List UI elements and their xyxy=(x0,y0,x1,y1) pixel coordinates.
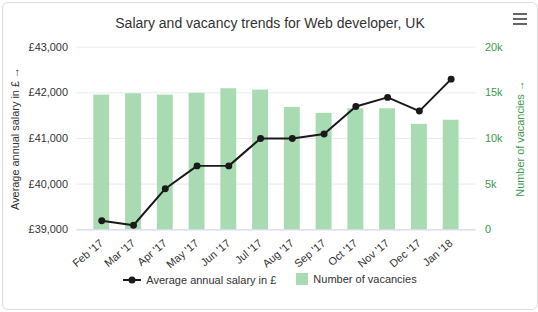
svg-text:Average annual salary in £ →: Average annual salary in £ → xyxy=(9,67,21,210)
svg-text:0: 0 xyxy=(485,223,491,235)
svg-text:Sep '17: Sep '17 xyxy=(292,237,328,269)
svg-text:Nov '17: Nov '17 xyxy=(355,237,391,269)
svg-text:£42,000: £42,000 xyxy=(29,86,68,98)
svg-text:Jul '17: Jul '17 xyxy=(232,237,264,266)
svg-text:Apr '17: Apr '17 xyxy=(135,237,169,268)
svg-text:Number of vacancies →: Number of vacancies → xyxy=(514,80,526,196)
svg-text:20k: 20k xyxy=(485,41,503,53)
svg-text:5k: 5k xyxy=(485,178,497,190)
svg-text:15k: 15k xyxy=(485,86,503,98)
svg-text:Feb '17: Feb '17 xyxy=(70,237,105,269)
svg-text:10k: 10k xyxy=(485,132,503,144)
svg-text:Mar '17: Mar '17 xyxy=(102,237,137,269)
svg-text:£43,000: £43,000 xyxy=(29,41,68,53)
svg-text:£40,000: £40,000 xyxy=(29,178,68,190)
svg-text:Jun '17: Jun '17 xyxy=(198,237,232,269)
svg-text:£41,000: £41,000 xyxy=(29,132,68,144)
html-text:Average annual salary in £: Average annual salary in £ xyxy=(146,274,277,286)
html-text:Salary and vacancy trends for: Salary and vacancy trends for Web develo… xyxy=(115,15,425,31)
svg-text:Aug '17: Aug '17 xyxy=(260,237,296,269)
svg-text:May '17: May '17 xyxy=(164,237,201,269)
svg-text:Oct '17: Oct '17 xyxy=(325,237,359,268)
svg-text:£39,000: £39,000 xyxy=(29,223,68,235)
svg-text:Jan '18: Jan '18 xyxy=(420,237,454,269)
html-text:Number of vacancies: Number of vacancies xyxy=(313,273,417,285)
svg-text:Dec '17: Dec '17 xyxy=(387,237,423,269)
